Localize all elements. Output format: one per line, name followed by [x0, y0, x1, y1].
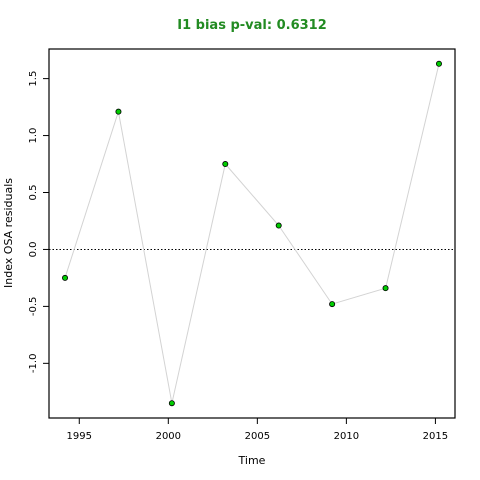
chart-title: I1 bias p-val: 0.6312 [177, 18, 327, 33]
y-tick-label-1.5: 1.5 [28, 71, 39, 87]
data-point-5 [275, 222, 282, 229]
data-point-7 [382, 285, 389, 292]
data-point-1 [62, 274, 69, 281]
y-tick-label-0.0: 0.0 [28, 241, 39, 257]
x-tick-label-2010: 2010 [334, 431, 359, 442]
x-tick-label-2005: 2005 [245, 431, 270, 442]
data-point-3 [168, 400, 175, 407]
data-point-2 [115, 108, 122, 115]
x-tick-label-2000: 2000 [156, 431, 181, 442]
x-tick-label-1995: 1995 [67, 431, 92, 442]
y-tick-label--0.5: -0.5 [28, 297, 39, 317]
y-tick-label-1.0: 1.0 [28, 128, 39, 144]
y-tick-label--1.0: -1.0 [28, 354, 39, 374]
y-axis-label: Index OSA residuals [2, 178, 15, 288]
plot-frame [48, 48, 456, 419]
plot-area: 1995 2000 2005 2010 2015 -1.0 -0.5 0.0 0.5 1.0 1.5 [28, 48, 456, 442]
data-point-8 [435, 60, 442, 67]
y-tick-label-0.5: 0.5 [28, 185, 39, 201]
x-axis-label: Time [238, 454, 266, 467]
x-tick-label-2015: 2015 [423, 431, 448, 442]
series-line [64, 63, 440, 404]
data-point-4 [222, 161, 229, 168]
data-point-6 [329, 301, 336, 308]
